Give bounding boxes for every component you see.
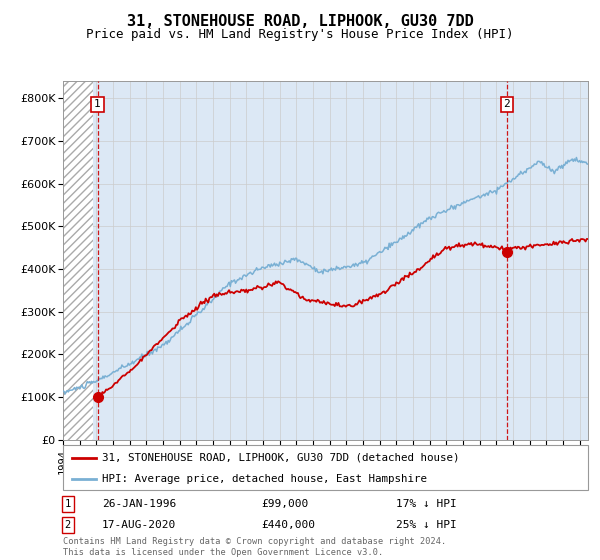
Text: 2: 2 bbox=[65, 520, 71, 530]
Text: 17% ↓ HPI: 17% ↓ HPI bbox=[396, 499, 457, 509]
Text: 26-JAN-1996: 26-JAN-1996 bbox=[102, 499, 176, 509]
Text: £99,000: £99,000 bbox=[261, 499, 308, 509]
Text: 1: 1 bbox=[65, 499, 71, 509]
Bar bbox=[63, 81, 93, 440]
Text: 31, STONEHOUSE ROAD, LIPHOOK, GU30 7DD: 31, STONEHOUSE ROAD, LIPHOOK, GU30 7DD bbox=[127, 14, 473, 29]
Text: 31, STONEHOUSE ROAD, LIPHOOK, GU30 7DD (detached house): 31, STONEHOUSE ROAD, LIPHOOK, GU30 7DD (… bbox=[102, 452, 460, 463]
Text: Price paid vs. HM Land Registry's House Price Index (HPI): Price paid vs. HM Land Registry's House … bbox=[86, 28, 514, 41]
Text: HPI: Average price, detached house, East Hampshire: HPI: Average price, detached house, East… bbox=[102, 474, 427, 484]
Text: 1: 1 bbox=[94, 100, 101, 110]
Text: 17-AUG-2020: 17-AUG-2020 bbox=[102, 520, 176, 530]
Text: 25% ↓ HPI: 25% ↓ HPI bbox=[396, 520, 457, 530]
Text: Contains HM Land Registry data © Crown copyright and database right 2024.
This d: Contains HM Land Registry data © Crown c… bbox=[63, 537, 446, 557]
Text: 2: 2 bbox=[503, 100, 510, 110]
Text: £440,000: £440,000 bbox=[261, 520, 315, 530]
